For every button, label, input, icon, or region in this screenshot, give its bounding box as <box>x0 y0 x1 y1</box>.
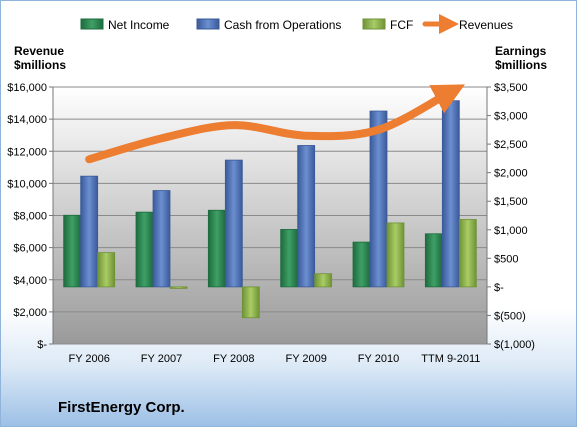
right-axis-title-line-2: $millions <box>495 58 547 72</box>
cash-from-operations-bar <box>441 100 460 288</box>
left-tick-label: $2,000 <box>13 307 47 319</box>
net-income-bar <box>135 211 154 288</box>
left-tick-label: $16,000 <box>7 82 47 94</box>
right-axis-title-line-1: Earnings <box>495 44 547 58</box>
left-tick-label: $4,000 <box>13 275 47 287</box>
category-label: FY 2007 <box>141 353 182 365</box>
left-tick-label: $12,000 <box>7 146 47 158</box>
left-tick-label: $10,000 <box>7 178 47 190</box>
cash-from-operations-bar <box>297 145 316 288</box>
bars <box>63 100 477 319</box>
net-income-bar <box>352 241 371 288</box>
category-axis: FY 2006 FY 2007 FY 2008 FY 2009 FY 2010 TTM 9… <box>68 353 480 365</box>
right-tick-label: $- <box>494 282 504 294</box>
right-tick-label: $3,500 <box>494 82 528 94</box>
net-income-bar <box>280 229 299 288</box>
left-tick-label: $- <box>37 339 47 351</box>
fcf-bar <box>241 286 260 319</box>
category-label: TTM 9-2011 <box>421 353 480 365</box>
right-tick-label: $1,500 <box>494 196 528 208</box>
cash-from-operations-bar <box>224 159 243 288</box>
legend-label-fcf: FCF <box>390 18 413 32</box>
legend-swatch-cash-from-operations <box>196 18 220 30</box>
fcf-bar <box>458 219 477 288</box>
right-tick-label: $(1,000) <box>494 339 535 351</box>
fcf-bar <box>169 286 188 289</box>
category-label: FY 2010 <box>358 353 399 365</box>
left-tick-label: $8,000 <box>13 211 47 223</box>
revenue-line <box>85 84 466 164</box>
fcf-bar <box>386 222 405 288</box>
right-tick-label: $2,500 <box>494 139 528 151</box>
cash-from-operations-bar <box>80 175 99 288</box>
category-label: FY 2008 <box>213 353 254 365</box>
cash-from-operations-bar <box>369 110 388 288</box>
net-income-bar <box>207 209 226 288</box>
net-income-bar <box>63 214 82 288</box>
category-label: FY 2006 <box>68 353 109 365</box>
cash-from-operations-bar <box>152 190 171 288</box>
right-tick-label: $3,000 <box>494 111 528 123</box>
legend-label-revenues: Revenues <box>459 18 513 32</box>
left-axis-title-line-2: $millions <box>14 58 66 72</box>
legend: Net Income Cash from Operations FCF Reve… <box>80 14 513 34</box>
right-tick-label: $500 <box>494 253 518 265</box>
right-tick-label: $2,000 <box>494 168 528 180</box>
right-tick-label: $(500) <box>494 310 526 322</box>
right-axis: $(1,000) $(500) $- $500 $1,000 $1,500 $2,000 $2… <box>486 82 535 351</box>
net-income-bar <box>424 233 443 288</box>
company-name: FirstEnergy Corp. <box>58 399 185 416</box>
legend-label-net-income: Net Income <box>108 18 170 32</box>
legend-swatch-fcf <box>362 18 386 30</box>
right-tick-label: $1,000 <box>494 225 528 237</box>
left-axis: $- $2,000 $4,000 $6,000 $8,000 $10,000 $12,000… <box>7 82 54 351</box>
revenues-line <box>85 84 466 164</box>
fcf-bar <box>97 252 116 288</box>
legend-label-cash-from-operations: Cash from Operations <box>224 18 341 32</box>
left-tick-label: $6,000 <box>13 243 47 255</box>
category-label: FY 2009 <box>285 353 326 365</box>
left-axis-title-line-1: Revenue <box>14 44 64 58</box>
legend-swatch-net-income <box>80 18 104 30</box>
fcf-bar <box>314 273 333 288</box>
left-tick-label: $14,000 <box>7 114 47 126</box>
